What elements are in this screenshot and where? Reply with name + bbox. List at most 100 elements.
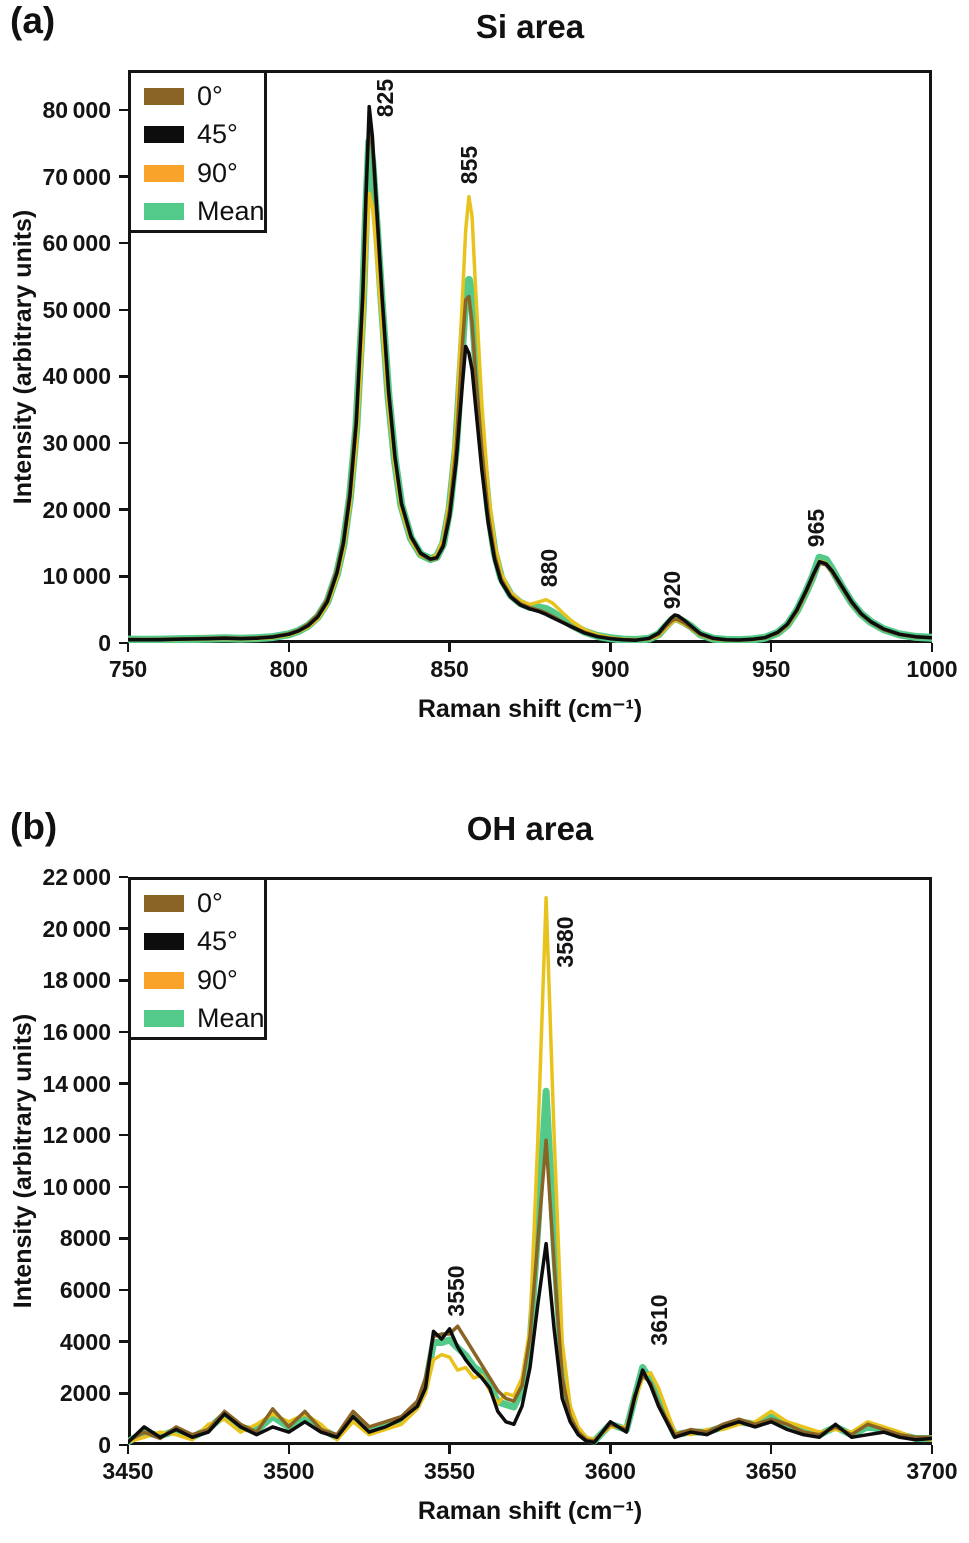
x-tick	[448, 1445, 451, 1454]
legend-item: 45°	[144, 926, 238, 957]
legend-swatch-90deg	[144, 164, 184, 182]
legend-swatch-Mean	[144, 203, 184, 220]
x-tick-label: 900	[591, 656, 630, 682]
x-tick	[126, 643, 130, 652]
legend-item: 0°	[144, 888, 223, 918]
y-tick-label: 4000	[59, 1328, 111, 1355]
legend-swatch-0deg	[144, 87, 184, 105]
legend-item: Mean	[144, 1003, 265, 1034]
legend-label: 90°	[197, 157, 238, 188]
series-line-0deg	[128, 1138, 932, 1443]
peak-label: 880	[536, 548, 563, 587]
legend-item: Mean	[144, 196, 265, 227]
series-canvas	[128, 895, 932, 1445]
y-tick	[119, 641, 128, 645]
panel-b-label: (b)	[10, 806, 58, 847]
y-tick-label: 18 000	[42, 967, 111, 994]
y-tick	[119, 979, 128, 982]
x-tick	[287, 643, 291, 652]
chart-a-x-axis-label: Raman shift (cm⁻¹)	[417, 695, 643, 723]
x-tick	[609, 1445, 612, 1454]
y-tick	[119, 108, 128, 112]
peak-label: 825	[372, 78, 399, 118]
y-tick	[119, 1340, 128, 1343]
y-tick-label: 60 000	[42, 230, 111, 257]
legend-swatch-90deg	[144, 971, 184, 989]
y-tick	[119, 1082, 128, 1085]
y-tick-label: 30 000	[42, 430, 111, 457]
peak-label: 920	[658, 570, 685, 609]
chart-b-y-axis-label: Intensity (arbitrary units)	[9, 1013, 37, 1309]
series-canvas	[128, 104, 932, 643]
y-tick-label: 16 000	[42, 1018, 111, 1045]
legend-swatch-45deg	[144, 126, 184, 143]
y-tick-label: 8000	[59, 1225, 111, 1252]
legend-label: Mean	[197, 1003, 265, 1033]
y-tick-label: 70 000	[42, 163, 111, 190]
y-tick	[119, 175, 128, 178]
x-tick-label: 3600	[584, 1458, 636, 1484]
y-tick	[119, 241, 128, 245]
legend: 0° 45° 90° Mean	[128, 70, 267, 233]
y-tick-label: 22 000	[42, 864, 111, 890]
x-tick	[609, 643, 612, 652]
peak-label: 855	[455, 145, 482, 184]
x-tick	[126, 1445, 130, 1454]
legend-swatch-45deg	[144, 933, 184, 950]
x-tick-label: 750	[108, 656, 148, 682]
y-tick-label: 0	[98, 630, 111, 656]
series-line-Mean	[128, 1087, 932, 1445]
y-tick	[119, 1443, 128, 1447]
y-tick	[119, 1392, 128, 1395]
legend-item: 45°	[144, 119, 238, 150]
peak-label: 965	[803, 508, 830, 547]
x-tick-label: 850	[430, 656, 469, 682]
series-line-45deg	[128, 1241, 932, 1445]
chart-b-title: OH area	[466, 810, 594, 847]
x-tick	[769, 643, 773, 652]
x-tick	[930, 643, 934, 652]
y-tick-label: 20 000	[42, 915, 111, 942]
y-tick-label: 10 000	[42, 563, 111, 590]
x-tick-label: 3500	[263, 1458, 315, 1484]
chart-a-title: Si area	[475, 8, 585, 45]
x-tick-label: 3550	[424, 1458, 476, 1484]
y-tick	[119, 875, 128, 879]
y-tick-label: 20 000	[42, 496, 111, 523]
peak-label: 3550	[443, 1265, 470, 1317]
x-tick-label: 800	[269, 656, 308, 682]
y-tick-label: 12 000	[42, 1122, 111, 1149]
legend-label: 45°	[197, 119, 238, 149]
y-tick	[119, 1133, 128, 1137]
y-tick	[119, 508, 128, 511]
legend-item: 90°	[144, 158, 238, 188]
legend-swatch-Mean	[144, 1010, 184, 1027]
x-tick	[287, 1445, 291, 1454]
legend-label: 90°	[197, 964, 238, 995]
series-line-45deg	[128, 104, 932, 642]
legend-swatch-0deg	[144, 894, 184, 912]
legend: 0° 45° 90° Mean	[128, 877, 267, 1040]
legend-label: Mean	[197, 196, 265, 226]
y-tick	[119, 1288, 128, 1292]
legend-label: 0°	[197, 887, 223, 918]
peak-label: 3610	[645, 1294, 672, 1346]
y-tick	[119, 441, 128, 445]
y-tick	[119, 375, 128, 378]
legend-item: 90°	[144, 965, 238, 995]
chart-b-x-axis-label: Raman shift (cm⁻¹)	[417, 1497, 643, 1525]
x-tick-label: 3700	[906, 1458, 958, 1484]
y-tick	[119, 927, 128, 930]
plot-frame	[128, 70, 932, 643]
y-tick-label: 14 000	[42, 1070, 111, 1097]
y-tick-label: 50 000	[42, 296, 111, 323]
legend-item: 0°	[144, 81, 223, 111]
x-tick-label: 1000	[906, 656, 958, 682]
y-tick-label: 6000	[59, 1277, 111, 1304]
y-tick	[119, 308, 128, 312]
x-tick	[769, 1445, 773, 1454]
y-tick-label: 40 000	[42, 363, 111, 390]
x-tick-label: 3450	[102, 1458, 154, 1484]
panel-a-label: (a)	[10, 0, 56, 41]
